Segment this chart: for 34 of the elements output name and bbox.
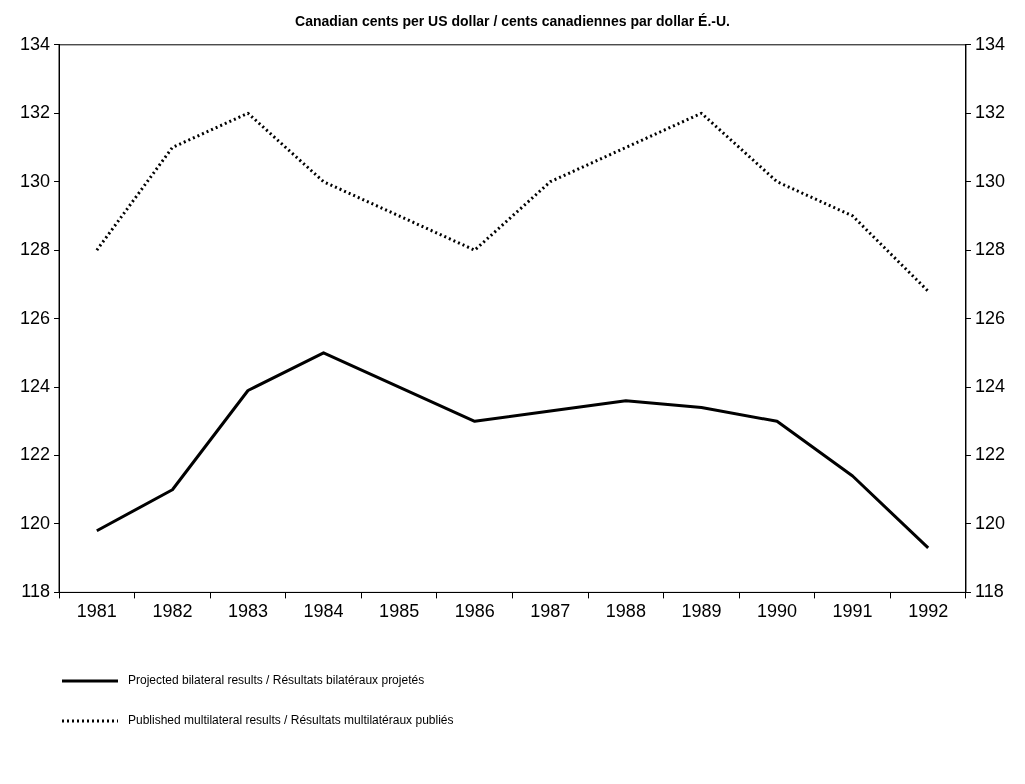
y2-tick-label: 124 <box>974 376 1006 397</box>
x-tick-label: 1985 <box>379 601 420 622</box>
x-tick-label: 1987 <box>530 601 571 622</box>
y2-tick-label: 120 <box>974 512 1006 533</box>
y2-tick-label: 126 <box>974 307 1006 328</box>
x-tick-label: 1984 <box>303 601 344 622</box>
y-tick-label: 120 <box>19 512 51 533</box>
chart-title: Canadian cents per US dollar / cents canadiennes par dollar É.-U. <box>295 13 730 30</box>
x-tick-label: 1988 <box>605 601 646 622</box>
y2-tick-label: 132 <box>974 102 1006 123</box>
y-tick-label: 122 <box>19 444 51 465</box>
x-tick-label: 1991 <box>832 601 873 622</box>
y-tick-label: 134 <box>19 33 51 54</box>
y2-tick-label: 122 <box>974 444 1006 465</box>
y-tick-label: 118 <box>21 581 51 602</box>
x-tick-label: 1986 <box>454 601 495 622</box>
y2-tick-label: 128 <box>974 239 1006 260</box>
line-series <box>95 111 930 293</box>
x-tick-label: 1989 <box>681 601 722 622</box>
y2-tick-label: 130 <box>974 170 1006 191</box>
x-tick-label: 1990 <box>757 601 798 622</box>
y-tick-label: 126 <box>19 307 51 328</box>
x-tick-label: 1983 <box>227 601 268 622</box>
x-tick-label: 1992 <box>908 601 949 622</box>
legend-label: Projected bilateral results / Résultats bilatéraux projetés <box>128 673 425 688</box>
x-tick-label: 1981 <box>76 601 117 622</box>
y-tick-label: 130 <box>19 170 51 191</box>
y2-tick-label: 134 <box>974 33 1006 54</box>
y-tick-label: 132 <box>19 102 51 123</box>
y-tick-label: 128 <box>19 239 51 260</box>
y2-tick-label: 118 <box>974 581 1004 602</box>
legend-label: Published multilateral results / Résultats multilatéraux publiés <box>128 713 454 728</box>
y-tick-label: 124 <box>19 376 51 397</box>
x-tick-label: 1982 <box>152 601 193 622</box>
